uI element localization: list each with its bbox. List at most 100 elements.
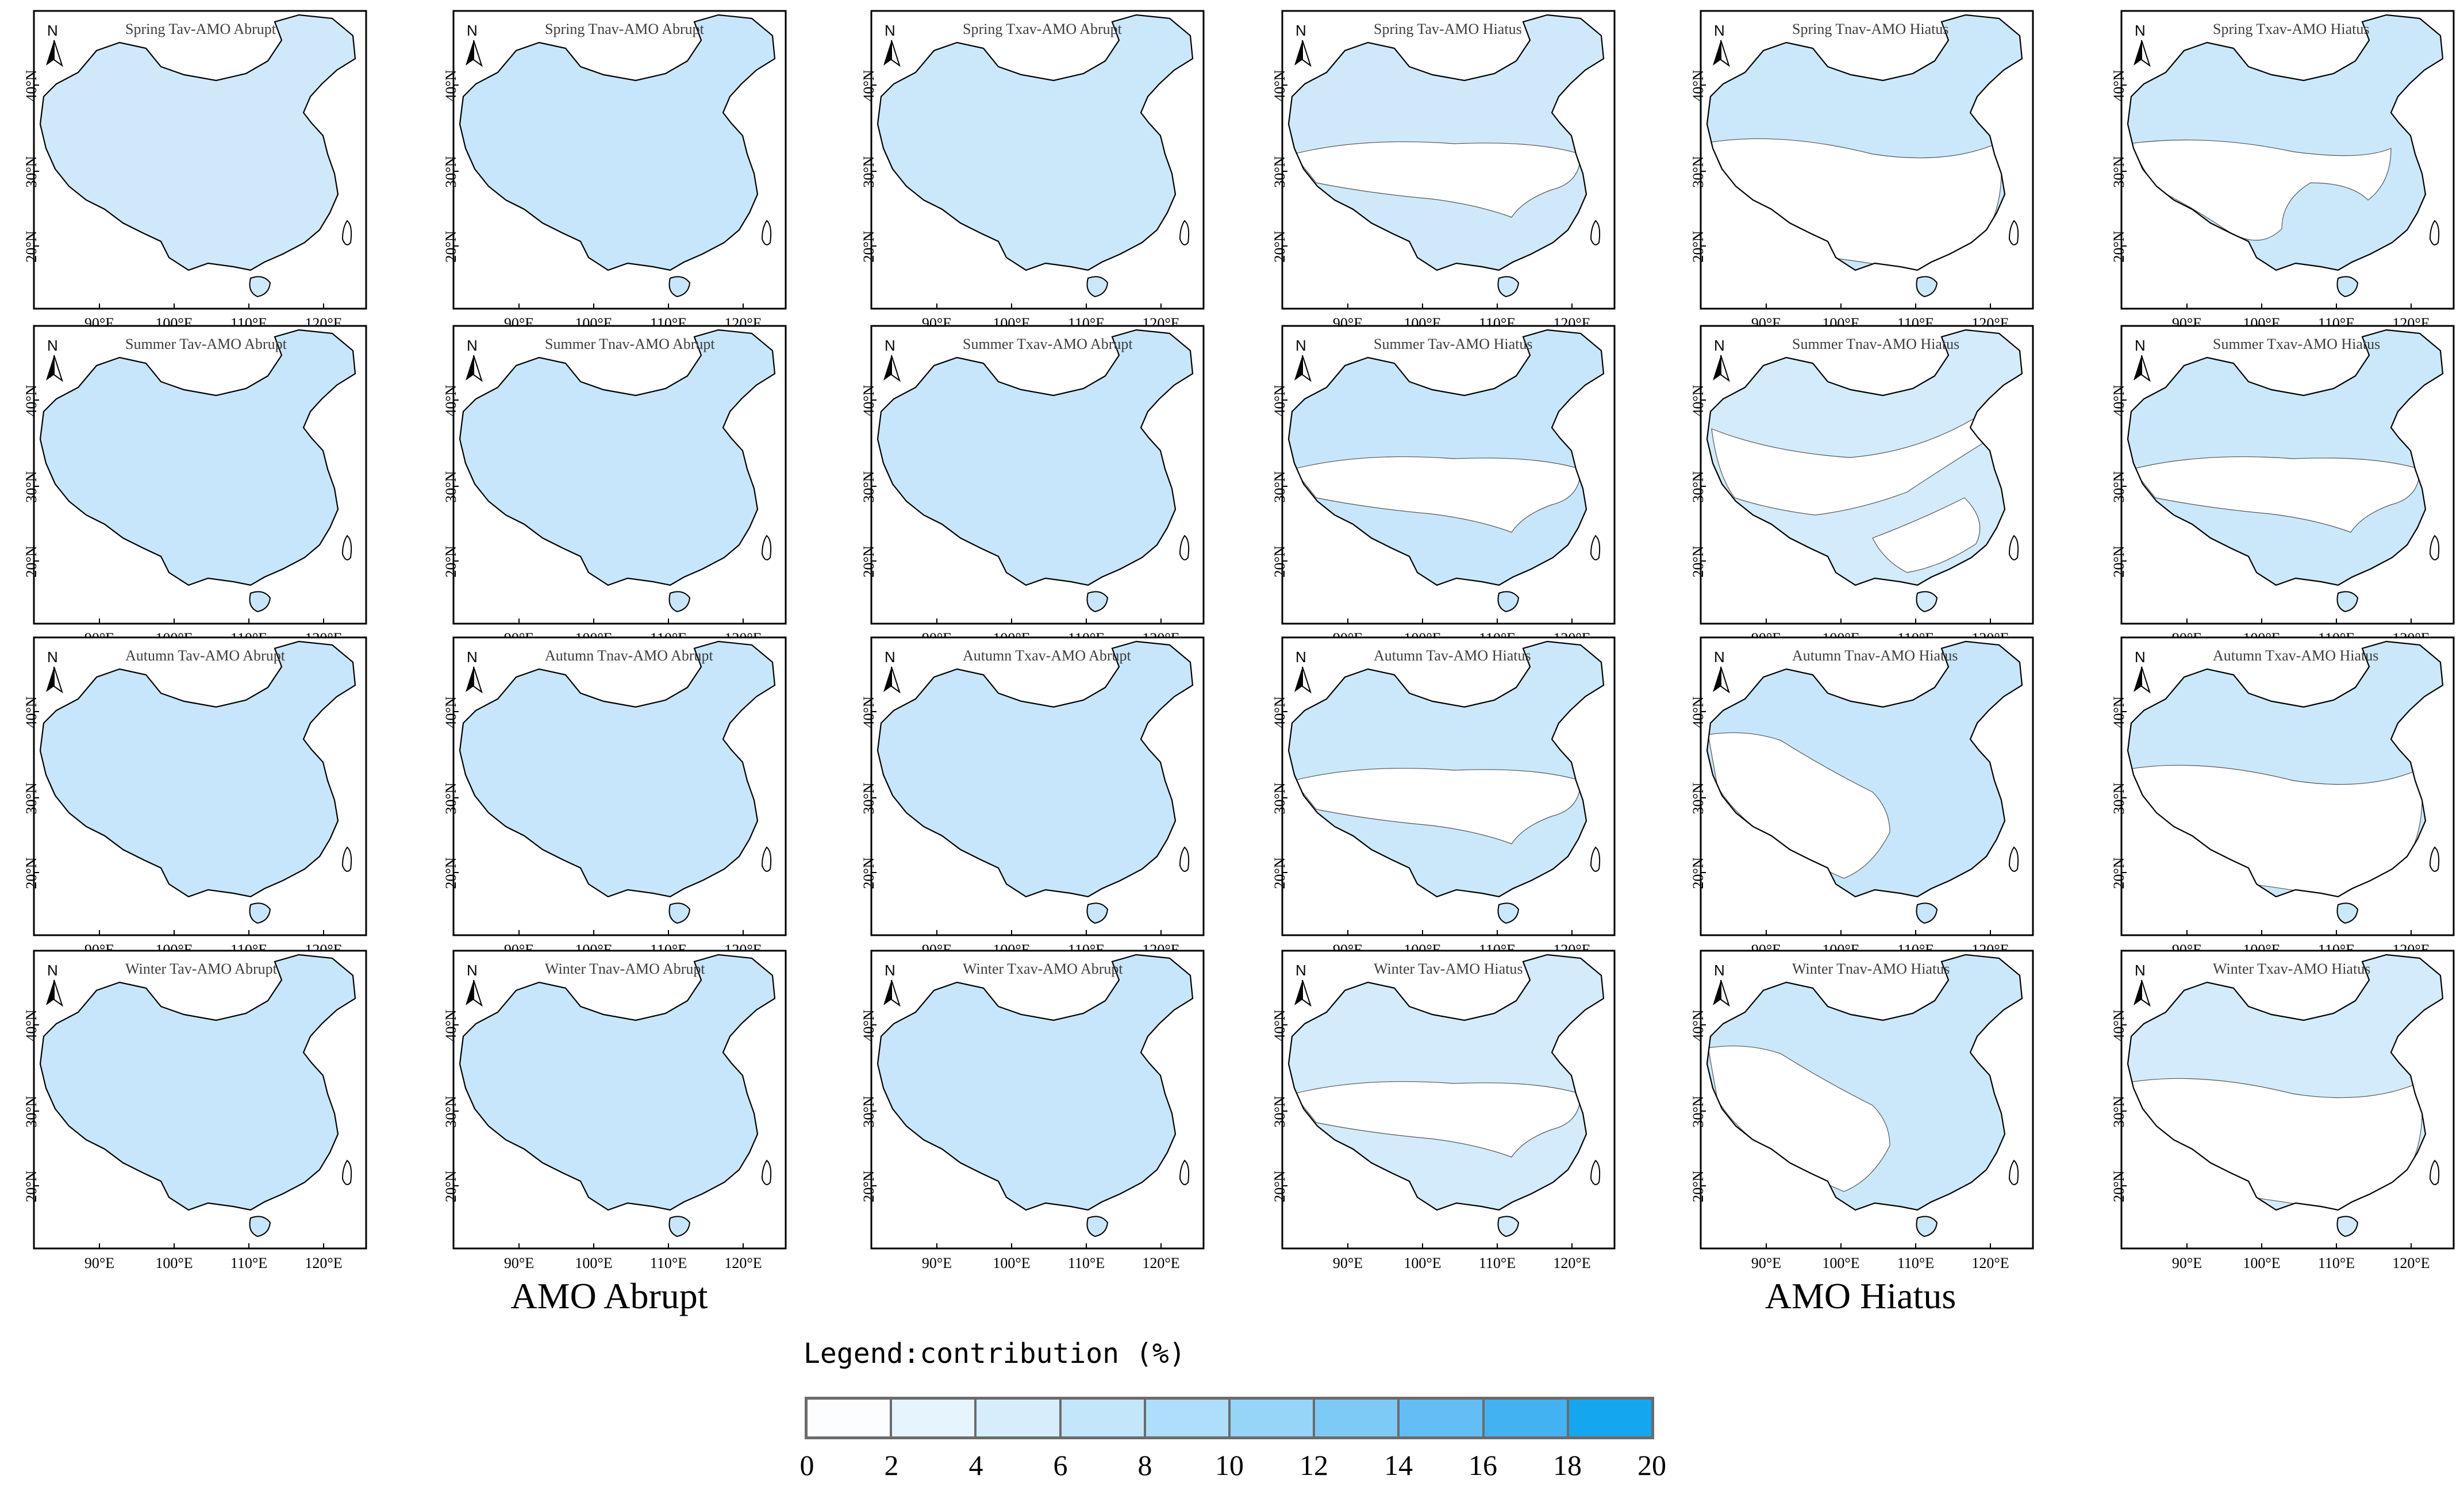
y-tick-label: 20°N [443, 545, 459, 578]
legend-swatch [808, 1400, 893, 1436]
north-label: N [47, 22, 58, 39]
legend-swatch [1569, 1400, 1652, 1436]
taiwan-island [2008, 220, 2019, 245]
north-label: N [885, 337, 895, 354]
country-outline [39, 14, 356, 271]
y-tick-label: 40°N [23, 385, 40, 417]
y-tick-label: 40°N [860, 1009, 877, 1042]
taiwan-island [2429, 846, 2440, 872]
map-svg [33, 10, 367, 310]
x-tick-label: 120°E [1142, 1255, 1180, 1271]
y-tick-label: 30°N [1271, 1096, 1288, 1128]
hainan-island [1916, 276, 1938, 298]
group-label-abrupt: AMO Abrupt [510, 1275, 708, 1316]
contribution-fill [878, 15, 1193, 270]
legend-swatch [1231, 1400, 1316, 1436]
north-label: N [467, 962, 478, 979]
map-svg [2120, 950, 2455, 1250]
north-label: N [1296, 962, 1306, 979]
y-tick-label: 30°N [860, 782, 877, 814]
x-tick-label: 100°E [1404, 1255, 1442, 1271]
legend-tick-label: 6 [1053, 1449, 1068, 1481]
y-tick-label: 30°N [1271, 782, 1288, 814]
north-arrow-icon [1294, 979, 1312, 1007]
panel-title: Autumn Tav-AMO Hiatus [1374, 647, 1531, 664]
taiwan-island [2429, 1159, 2440, 1185]
y-tick-label: 30°N [1271, 156, 1288, 188]
legend-swatch [977, 1400, 1062, 1436]
panel-title: Spring Tav-AMO Hiatus [1374, 21, 1522, 37]
y-tick-label: 40°N [1271, 70, 1288, 102]
contribution-fill [1289, 641, 1604, 897]
map-svg [2120, 10, 2455, 310]
north-arrow-icon [1294, 666, 1312, 694]
y-tick-label: 30°N [860, 471, 877, 503]
hainan-island [2336, 591, 2359, 613]
hainan-island [1916, 591, 1938, 613]
north-arrow-icon [883, 666, 901, 694]
y-tick-label: 30°N [1271, 471, 1288, 503]
y-tick-label: 40°N [2111, 1009, 2127, 1042]
y-tick-label: 40°N [23, 696, 40, 728]
north-label: N [1714, 648, 1725, 666]
country-outline [877, 640, 1194, 898]
y-tick-label: 20°N [1690, 230, 1706, 263]
x-tick-label: 100°E [2243, 1255, 2281, 1271]
y-tick-label: 30°N [2111, 782, 2127, 814]
low-contribution-region [1292, 1081, 1581, 1158]
north-arrow-icon [466, 666, 483, 694]
taiwan-island [2008, 535, 2019, 560]
taiwan-island [2429, 220, 2440, 245]
hainan-island [1086, 1216, 1109, 1238]
panel-title: Summer Tav-AMO Hiatus [1374, 336, 1533, 352]
panel-title: Winter Tnav-AMO Hiatus [1792, 960, 1950, 977]
y-tick-label: 40°N [443, 385, 459, 417]
y-tick-label: 40°N [860, 70, 877, 102]
country-outline [1287, 640, 1605, 898]
y-tick-label: 30°N [1690, 156, 1706, 188]
country-outline [2127, 640, 2444, 898]
y-tick-label: 20°N [860, 545, 877, 578]
taiwan-island [2008, 1159, 2019, 1185]
north-label: N [1714, 22, 1725, 39]
taiwan-island [761, 535, 772, 560]
low-contribution-region [1292, 767, 1581, 844]
y-tick-label: 40°N [23, 70, 40, 102]
contribution-fill [878, 955, 1193, 1210]
legend-title: Legend:contribution (%) [804, 1338, 1186, 1370]
country-outline [1706, 329, 2023, 586]
y-tick-label: 40°N [1271, 385, 1288, 417]
map-svg [1281, 636, 1616, 936]
hainan-island [1497, 591, 1520, 613]
y-tick-label: 30°N [23, 782, 40, 814]
map-panel: N Spring Tnav-AMO Abrupt 90°E 100°E 110°E 120… [443, 10, 787, 332]
y-tick-label: 20°N [860, 230, 877, 263]
hainan-island [249, 591, 271, 613]
legend-tick-label: 12 [1300, 1449, 1328, 1481]
contribution-fill [1289, 15, 1604, 270]
hainan-island [1497, 276, 1520, 298]
panel-title: Autumn Txav-AMO Hiatus [2213, 647, 2379, 664]
north-arrow-icon [1294, 40, 1312, 67]
north-arrow-icon [2134, 979, 2151, 1007]
north-arrow-icon [46, 979, 63, 1007]
north-label: N [885, 22, 895, 39]
country-outline [877, 329, 1194, 586]
y-tick-label: 30°N [1690, 1096, 1706, 1128]
y-tick-label: 40°N [2111, 385, 2127, 417]
y-tick-label: 20°N [1271, 230, 1288, 263]
legend-tick-label: 2 [884, 1449, 899, 1481]
north-arrow-icon [1713, 355, 1730, 382]
map-svg [452, 325, 787, 625]
y-tick-label: 40°N [1690, 696, 1706, 728]
map-grid: N Spring Tav-AMO Abrupt 90°E 100°E 110°E 120°… [23, 10, 2455, 1271]
y-tick-label: 40°N [443, 70, 459, 102]
country-outline [1706, 640, 2023, 898]
y-tick-label: 20°N [23, 857, 40, 889]
taiwan-island [341, 535, 352, 560]
taiwan-island [1179, 535, 1190, 560]
panel-title: Winter Tnav-AMO Abrupt [545, 960, 705, 977]
north-arrow-icon [1713, 40, 1730, 67]
